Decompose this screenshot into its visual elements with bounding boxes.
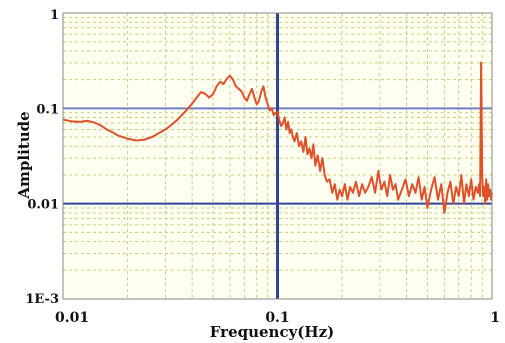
series-layer xyxy=(62,61,493,214)
x-tick-label: 1 xyxy=(490,310,500,326)
plot-frame xyxy=(62,12,493,300)
x-axis-label: Frequency(Hz) xyxy=(210,323,334,341)
reference-lines xyxy=(63,13,492,299)
y-tick-label: 0.01 xyxy=(27,198,59,213)
y-tick-label: 0.1 xyxy=(36,102,59,117)
y-tick-label: 1E-3 xyxy=(25,292,59,307)
y-axis-label: Amplitude xyxy=(15,111,33,199)
x-tick-labels: 0.01 0.1 1 xyxy=(55,310,500,326)
y-tick-labels: 1 0.1 0.01 1E-3 xyxy=(25,8,59,307)
y-tick-label: 1 xyxy=(50,8,59,23)
series-line xyxy=(62,61,493,214)
x-tick-label: 0.01 xyxy=(55,310,89,326)
x-tick-label: 0.1 xyxy=(265,310,289,326)
